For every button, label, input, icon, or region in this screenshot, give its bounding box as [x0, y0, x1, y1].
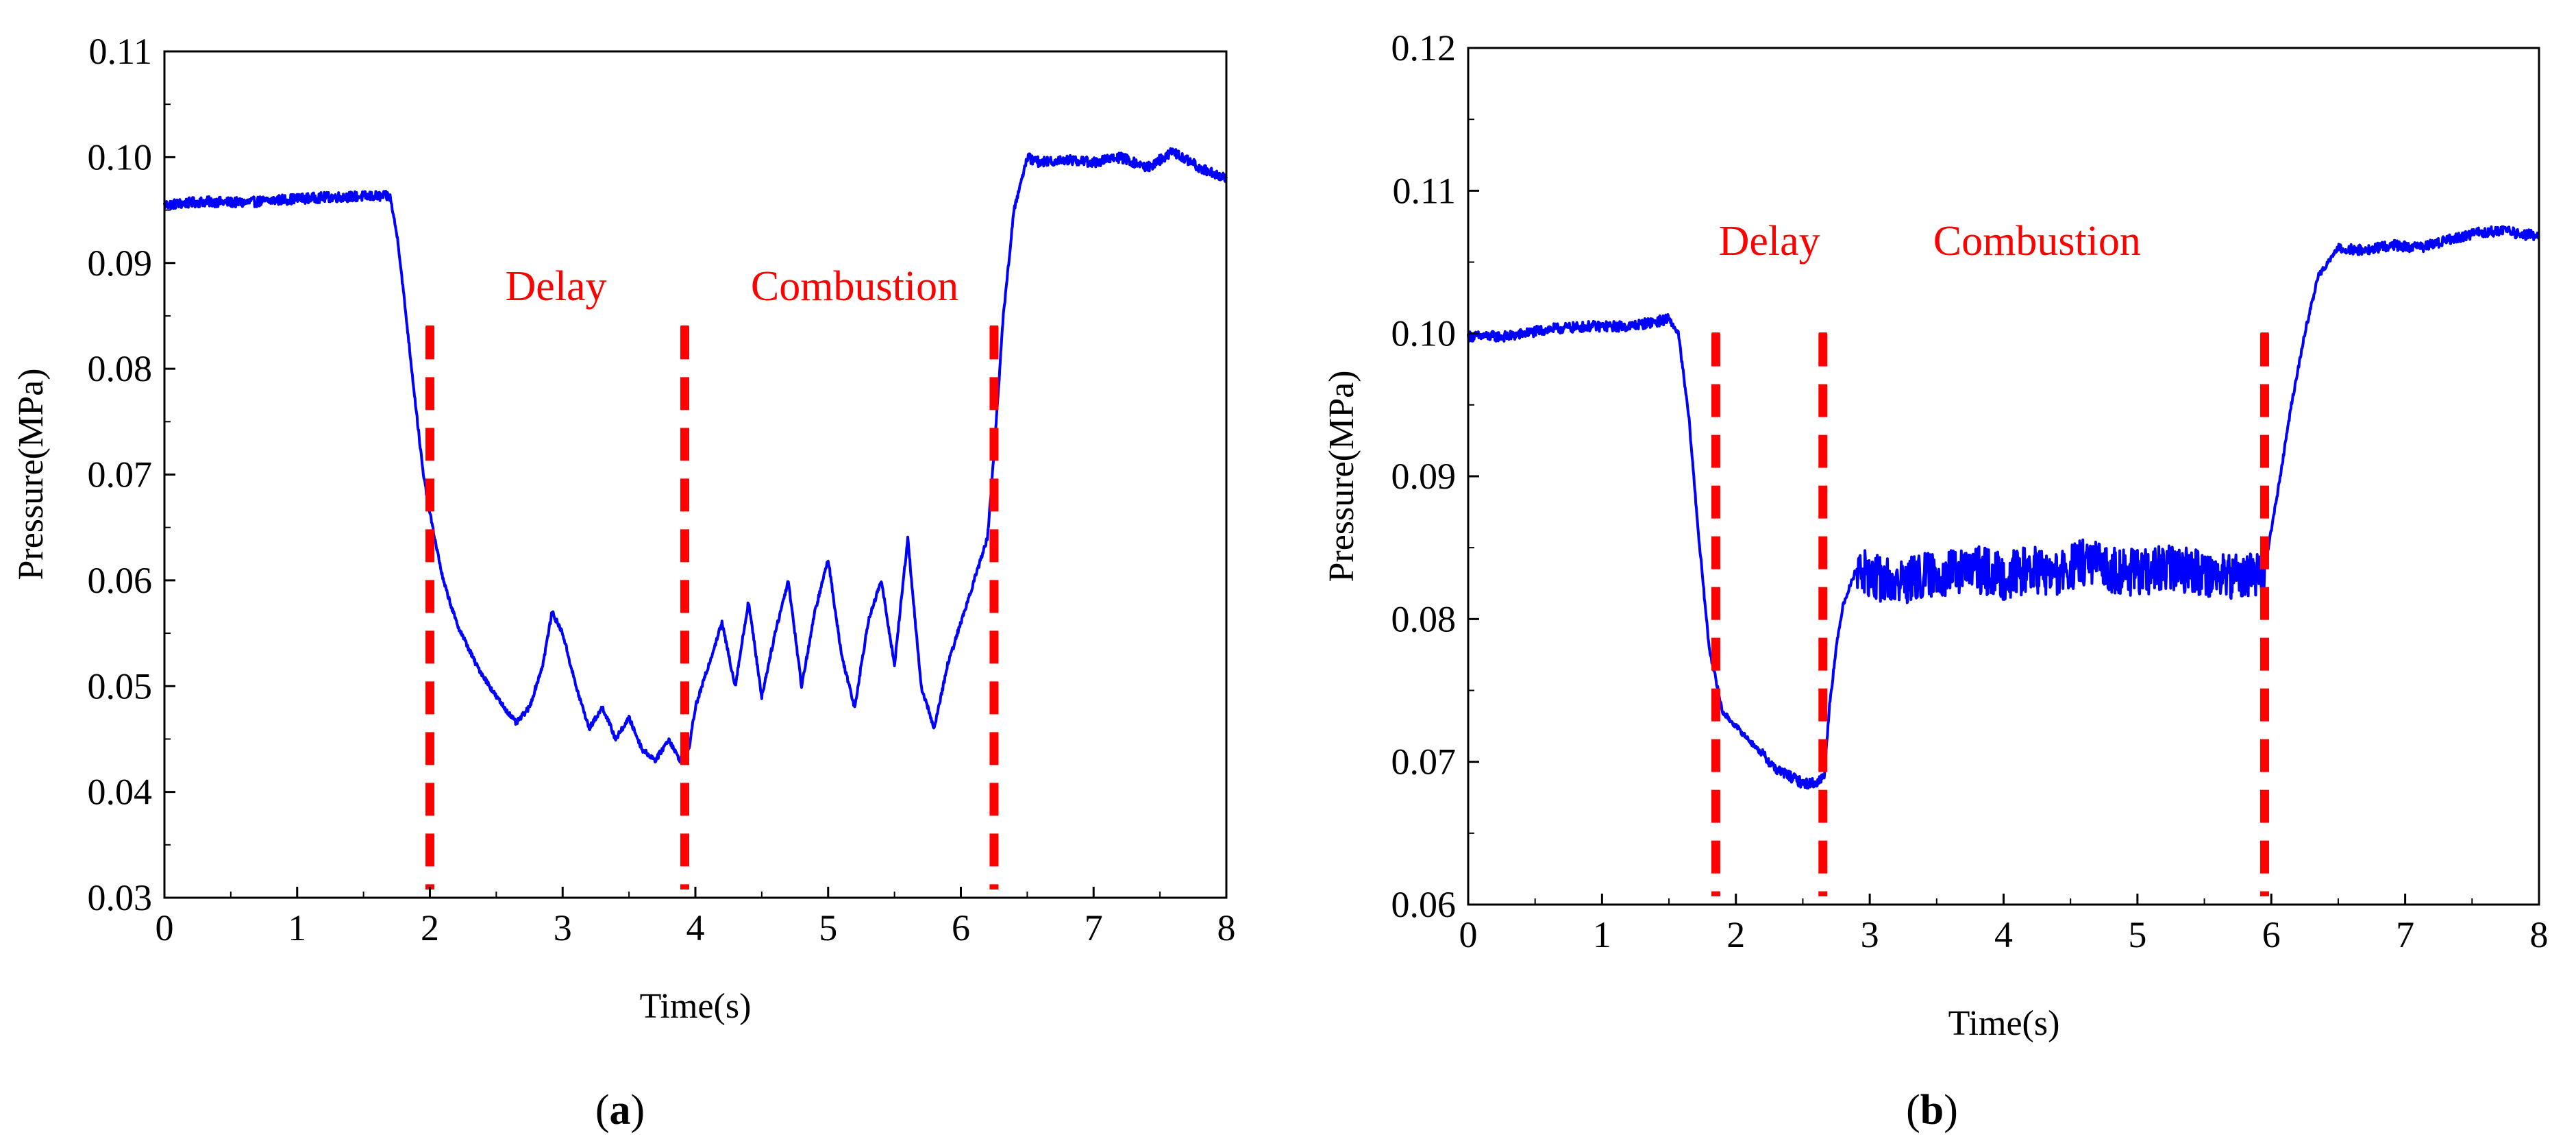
- annotation-a-delay: Delay: [506, 263, 607, 310]
- x-ticks-a: 0 1 2 3 4 5 6 7 8: [156, 887, 1236, 948]
- annotation-a-combustion: Combustion: [751, 263, 958, 310]
- y-tick-label: 0.08: [1391, 598, 1457, 639]
- y-tick-label: 0.07: [88, 454, 153, 495]
- x-tick-label: 6: [952, 907, 970, 948]
- series-line-a: [163, 147, 1228, 764]
- y-tick-label: 0.12: [1391, 27, 1457, 69]
- y-ticks-b: 0.06 0.07 0.08 0.09 0.10 0.11 0.12: [1391, 27, 1479, 925]
- marker-layer-b: [1711, 332, 2269, 896]
- y-tick-label: 0.08: [88, 348, 153, 389]
- y-tick-label: 0.11: [89, 31, 153, 72]
- y-tick-label: 0.10: [88, 136, 153, 177]
- annotations-b: Delay Combustion: [1719, 218, 2141, 265]
- y-tick-label: 0.06: [88, 560, 153, 601]
- plot-frame-b: [1467, 47, 2540, 906]
- x-tick-label: 4: [1994, 914, 2013, 955]
- y-axis-title-a: Pressure(MPa): [12, 368, 51, 580]
- x-axis-title-b: Time(s): [1948, 1004, 2060, 1043]
- chart-panel-b: 0 1 2 3 4 5 6 7 8 0.06 0.07 0.08 0.09 0.10 0.11 0.12 D…: [1322, 27, 2549, 1133]
- x-tick-label: 3: [554, 907, 572, 948]
- x-tick-label: 0: [1459, 914, 1478, 955]
- data-layer-a: [163, 147, 1228, 764]
- x-tick-label: 6: [2262, 914, 2281, 955]
- x-tick-label: 2: [1726, 914, 1745, 955]
- x-tick-label: 7: [1085, 907, 1103, 948]
- x-tick-label: 0: [156, 907, 174, 948]
- y-tick-label: 0.09: [1391, 456, 1457, 497]
- x-ticks-b: 0 1 2 3 4 5 6 7 8: [1459, 894, 2549, 955]
- y-tick-label: 0.06: [1391, 884, 1457, 925]
- panel-label-a: (a): [595, 1087, 645, 1133]
- x-tick-label: 3: [1861, 914, 1879, 955]
- panel-label-b: (b): [1906, 1087, 1958, 1133]
- y-tick-label: 0.03: [88, 877, 153, 918]
- annotation-b-delay: Delay: [1719, 218, 1820, 265]
- annotation-b-combustion: Combustion: [1933, 218, 2141, 265]
- data-layer-b: [1467, 225, 2540, 790]
- series-line-b: [1467, 225, 2540, 790]
- marker-layer-a: [425, 325, 999, 890]
- x-tick-label: 1: [1593, 914, 1611, 955]
- x-axis-title-a: Time(s): [640, 987, 752, 1026]
- x-tick-label: 8: [1217, 907, 1236, 948]
- y-tick-label: 0.05: [88, 665, 153, 707]
- x-tick-label: 1: [288, 907, 306, 948]
- x-tick-label: 7: [2396, 914, 2414, 955]
- x-tick-label: 8: [2530, 914, 2549, 955]
- y-ticks-a: 0.03 0.04 0.05 0.06 0.07 0.08 0.09 0.10 0.11: [88, 31, 175, 918]
- y-tick-label: 0.09: [88, 243, 153, 284]
- x-tick-label: 5: [2128, 914, 2146, 955]
- y-tick-label: 0.11: [1393, 170, 1457, 211]
- y-axis-title-b: Pressure(MPa): [1322, 370, 1361, 582]
- annotations-a: Delay Combustion: [506, 263, 959, 310]
- x-tick-label: 5: [819, 907, 837, 948]
- plot-frame-a: [163, 50, 1228, 899]
- y-tick-label: 0.10: [1391, 313, 1457, 354]
- y-tick-label: 0.04: [88, 772, 153, 813]
- y-tick-label: 0.07: [1391, 741, 1457, 783]
- x-tick-label: 2: [421, 907, 439, 948]
- x-tick-label: 4: [686, 907, 705, 948]
